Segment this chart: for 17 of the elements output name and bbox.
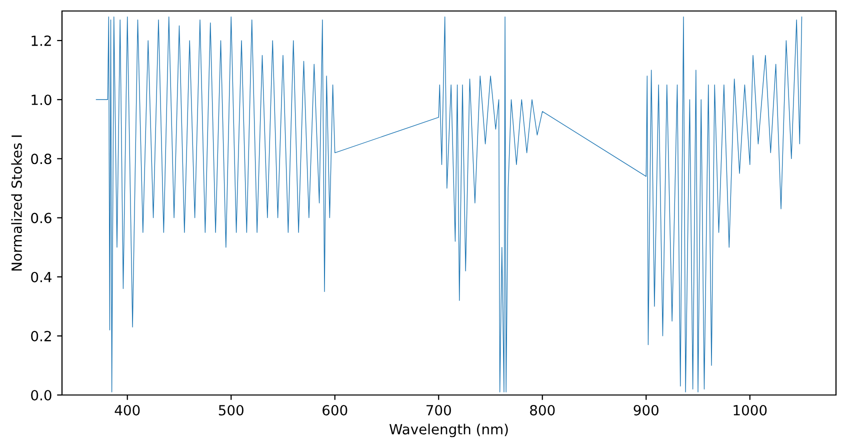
x-tick-label: 600 (322, 404, 348, 416)
y-tick-label: 0.6 (31, 212, 52, 224)
y-axis-title: Normalized Stokes I (11, 135, 22, 271)
y-tick-label: 0.2 (31, 330, 51, 342)
y-tick-label: 1.0 (32, 94, 52, 106)
y-tick-label: 1.2 (32, 36, 51, 46)
y-tick-label: 0.4 (31, 272, 52, 282)
x-tick-label: 500 (218, 404, 244, 416)
line-series (96, 16, 802, 392)
x-tick-label: 1000 (734, 404, 767, 416)
x-tick-label: 400 (114, 404, 140, 416)
y-tick-label: 0.0 (31, 390, 52, 400)
x-axis-title: Wavelength (nm) (389, 424, 508, 438)
y-tick-label: 0.8 (31, 154, 52, 164)
x-tick-label: 900 (634, 404, 658, 416)
x-tick-label: 700 (426, 404, 451, 416)
x-tick-label: 800 (530, 404, 555, 416)
